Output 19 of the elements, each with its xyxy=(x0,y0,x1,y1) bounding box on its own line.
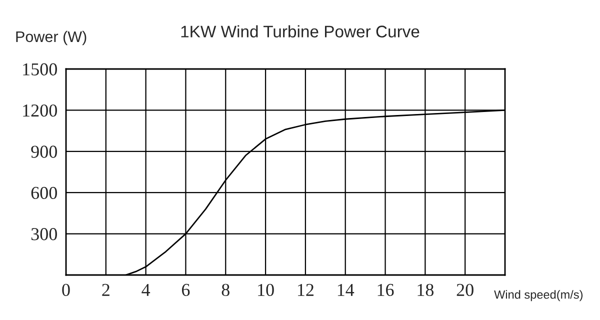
x-tick-label: 10 xyxy=(258,284,274,296)
y-tick-label: 1500 xyxy=(23,63,57,76)
x-tick-label: 12 xyxy=(298,284,314,296)
y-tick-label: 900 xyxy=(31,146,57,158)
y-axis-title: Power (W) xyxy=(16,30,86,46)
x-tick-label: 16 xyxy=(378,284,394,296)
x-tick-label: 18 xyxy=(418,284,434,296)
y-tick-label: 600 xyxy=(31,186,57,200)
chart-title: 1KW Wind Turbine Power Curve xyxy=(181,25,420,38)
x-tick-label: 0 xyxy=(62,284,70,296)
x-tick-label: 6 xyxy=(182,284,190,296)
x-tick-label: 8 xyxy=(222,284,230,296)
x-tick-label: 14 xyxy=(338,284,354,296)
y-tick-label: 1200 xyxy=(23,104,57,117)
x-tick-label: 20 xyxy=(456,284,474,296)
y-tick-label: 300 xyxy=(31,228,57,240)
x-tick-label: 4 xyxy=(142,284,150,296)
x-axis-title: Wind speed(m/s) xyxy=(494,290,583,302)
x-tick-label: 2 xyxy=(102,284,110,296)
